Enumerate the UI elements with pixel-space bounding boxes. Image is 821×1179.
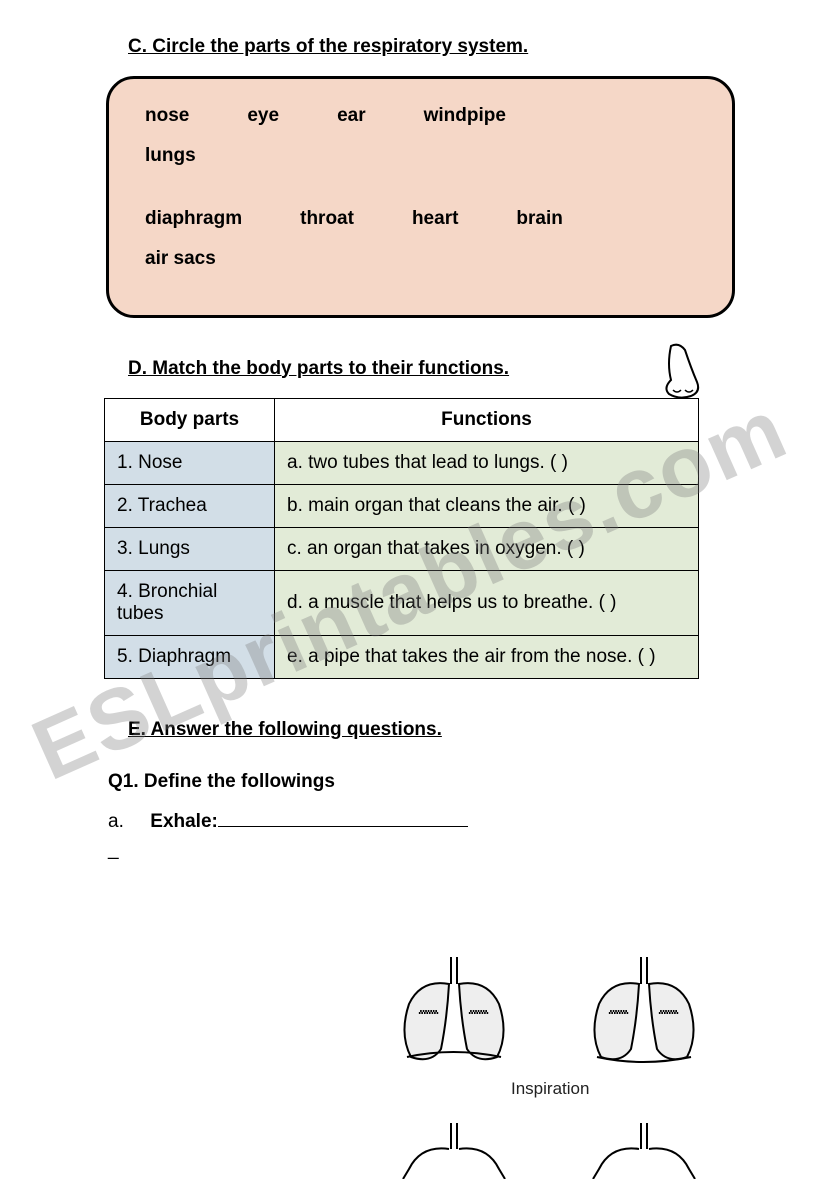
header-body-parts: Body parts xyxy=(105,398,275,441)
word: nose xyxy=(145,101,189,131)
function-cell: b. main organ that cleans the air. ( ) xyxy=(275,484,699,527)
table-row: 4. Bronchial tubes d. a muscle that help… xyxy=(105,570,699,635)
body-part-cell: 2. Trachea xyxy=(105,484,275,527)
function-cell: c. an organ that takes in oxygen. ( ) xyxy=(275,527,699,570)
table-row: 2. Trachea b. main organ that cleans the… xyxy=(105,484,699,527)
word: air sacs xyxy=(145,244,216,274)
answer-blank[interactable] xyxy=(218,813,468,827)
section-e-heading: E. Answer the following questions. xyxy=(128,719,741,741)
svg-text:∴∵∴∵∴: ∴∵∴∵∴ xyxy=(469,1010,488,1016)
body-part-cell: 4. Bronchial tubes xyxy=(105,570,275,635)
word: brain xyxy=(516,204,562,234)
lung-icon: ∴∵∴∵∴ ∴∵∴∵∴ xyxy=(571,949,721,1069)
lung-diagrams: ∴∵∴∵∴ ∴∵∴∵∴ ∴∵∴∵∴ ∴∵∴∵∴ Inspiration xyxy=(381,949,741,1169)
table-row: 1. Nose a. two tubes that lead to lungs.… xyxy=(105,441,699,484)
word-row-1b: lungs xyxy=(145,141,696,171)
matching-table: Body parts Functions 1. Nose a. two tube… xyxy=(104,398,699,679)
body-part-cell: 1. Nose xyxy=(105,441,275,484)
word: diaphragm xyxy=(145,204,242,234)
header-functions: Functions xyxy=(275,398,699,441)
svg-text:∴∵∴∵∴: ∴∵∴∵∴ xyxy=(609,1010,628,1016)
table-row: 5. Diaphragm e. a pipe that takes the ai… xyxy=(105,635,699,678)
word: windpipe xyxy=(424,101,506,131)
section-c-heading: C. Circle the parts of the respiratory s… xyxy=(128,36,741,58)
section-d-heading: D. Match the body parts to their functio… xyxy=(128,358,741,380)
define-label-exhale: Exhale: xyxy=(150,811,218,832)
question-1: Q1. Define the followings xyxy=(108,771,741,793)
function-cell: d. a muscle that helps us to breathe. ( … xyxy=(275,570,699,635)
lung-icon xyxy=(571,1119,721,1179)
word-row-2b: air sacs xyxy=(145,244,696,274)
word-bank-box: nose eye ear windpipe lungs diaphragm th… xyxy=(106,76,735,318)
body-part-cell: 5. Diaphragm xyxy=(105,635,275,678)
define-row-a: a. Exhale: xyxy=(108,811,741,833)
word: eye xyxy=(247,101,279,131)
nose-icon xyxy=(651,340,711,410)
item-prefix: a. xyxy=(108,811,124,832)
word: ear xyxy=(337,101,366,131)
function-cell: a. two tubes that lead to lungs. ( ) xyxy=(275,441,699,484)
svg-text:∴∵∴∵∴: ∴∵∴∵∴ xyxy=(659,1010,678,1016)
body-part-cell: 3. Lungs xyxy=(105,527,275,570)
function-cell: e. a pipe that takes the air from the no… xyxy=(275,635,699,678)
continuation-underscore: _ xyxy=(108,839,741,861)
svg-text:∴∵∴∵∴: ∴∵∴∵∴ xyxy=(419,1010,438,1016)
table-row: 3. Lungs c. an organ that takes in oxyge… xyxy=(105,527,699,570)
word-row-1: nose eye ear windpipe xyxy=(145,101,696,131)
table-header-row: Body parts Functions xyxy=(105,398,699,441)
section-e: E. Answer the following questions. Q1. D… xyxy=(100,719,741,861)
word-row-2: diaphragm throat heart brain xyxy=(145,204,696,234)
inspiration-label: Inspiration xyxy=(511,1079,589,1099)
lung-icon: ∴∵∴∵∴ ∴∵∴∵∴ xyxy=(381,949,531,1069)
word: throat xyxy=(300,204,354,234)
word: heart xyxy=(412,204,458,234)
lung-icon xyxy=(381,1119,531,1179)
word: lungs xyxy=(145,141,196,171)
